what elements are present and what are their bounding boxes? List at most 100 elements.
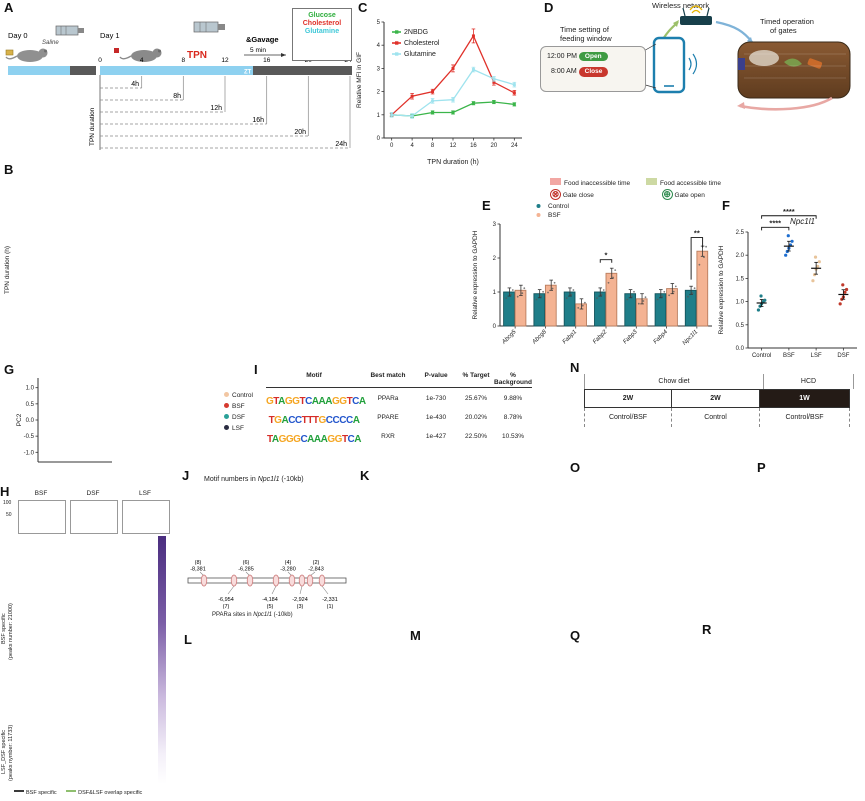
svg-text:(5): (5) (267, 604, 274, 610)
y-tick-label: 1 (493, 290, 497, 296)
sample-dot (581, 304, 584, 307)
period-cell-hcd: 1W (760, 389, 850, 408)
gene-bar (187, 577, 347, 584)
svg-text:(3): (3) (297, 604, 304, 610)
zt-label: ZT (244, 70, 252, 76)
motif-count-hbars (192, 486, 348, 556)
sample-dot (607, 281, 610, 284)
panel-g-label: G (4, 362, 15, 377)
svg-text:-4,184: -4,184 (262, 597, 278, 603)
motif-letter: A (281, 415, 289, 426)
sample-dot (614, 269, 617, 271)
five-min-label: 5 min (250, 47, 266, 54)
panel-a-canvas: Day 0 Day 1 Saline TPN &Gavage 5 min 0 4 (5, 21, 352, 150)
y-tick-label: 1.0 (736, 300, 745, 306)
x-tick-label: 4 (410, 143, 414, 149)
profile-ytick: 50 (6, 512, 12, 518)
sample-dot (577, 307, 580, 309)
sample-dot (553, 281, 556, 284)
b-ylabel: TPN duration (h) (4, 245, 11, 294)
scatter-point (790, 239, 794, 243)
motif-letter: A (320, 434, 328, 445)
bar (544, 284, 557, 327)
data-marker (471, 34, 475, 38)
schedule-legend-2: ⊗ Gate close ⊕ Gate open (550, 189, 705, 200)
svg-text:(4): (4) (285, 560, 292, 566)
scatter-point (841, 283, 845, 287)
j-title: Motif numbers in Npc1l1 (-10kb) (204, 476, 304, 483)
inaccessible-swatch (550, 178, 561, 185)
sample-dot (703, 256, 705, 259)
scatter-point (843, 290, 847, 294)
bar (624, 293, 637, 327)
motif-letter: G (285, 434, 294, 445)
panel-e-label: E (482, 198, 491, 213)
motif-letter: T (268, 415, 275, 426)
sample-dot (637, 302, 640, 305)
pca-legend: Control BSF DSF LSF (224, 390, 253, 434)
panel-b: B TPN duration (h) (0, 162, 468, 362)
x-tick-label: 20 (491, 143, 498, 149)
data-marker (451, 98, 455, 102)
motif-letter: A (311, 396, 319, 407)
bar (594, 291, 606, 327)
motif-letter: T (346, 396, 353, 407)
svg-text:-2,843: -2,843 (308, 567, 324, 573)
motif-letter: G (334, 434, 343, 445)
y-tick-label: 0.5 (26, 402, 35, 408)
y-tick-label: 0 (493, 324, 497, 330)
panel-r-label: R (702, 622, 712, 637)
legend-dot-lsf (224, 425, 229, 431)
heatmap-col-dsf: DSF (86, 490, 100, 497)
panel-i: I Motif Best match P-value % Target % Ba… (248, 362, 538, 470)
time-setting-label-1: Time setting of (560, 25, 609, 34)
panel-d: D Wireless network Time setting of feedi… (532, 0, 865, 200)
panel-m: M (406, 622, 568, 801)
x-axis-label: TPN duration (h) (427, 159, 479, 166)
sample-dot (674, 285, 677, 288)
data-marker (471, 101, 475, 105)
sig-label: **** (783, 207, 795, 216)
tpn-label: TPN (187, 50, 207, 61)
scatter-point (759, 294, 763, 298)
tpn-duration-axis-label: TPN duration (89, 107, 96, 146)
y-tick-label: 2 (377, 90, 381, 96)
feeding-schedule (532, 104, 865, 178)
scatter-point (838, 302, 842, 306)
motif-letter: G (274, 415, 282, 426)
scatter-point (785, 249, 789, 254)
motif-letter: T (266, 434, 272, 445)
svg-text:(2): (2) (313, 560, 320, 566)
motif-letter: C (345, 415, 353, 426)
diet-table: Chow diet HCD 2W 2W 1W Control/BSF Contr… (584, 374, 856, 427)
sample-dot (698, 263, 701, 266)
x-tick-label: LSF (811, 353, 822, 359)
cage-to-schedule-arrow (739, 96, 833, 111)
supplement-box: Glucose Cholesterol Glutamine (292, 8, 352, 61)
duration-label: 16h (252, 117, 264, 124)
day1-label: Day 1 (100, 31, 120, 40)
y-tick-label: 2.5 (736, 230, 745, 236)
duration-label: 4h (131, 81, 139, 88)
x-tick-label: 12 (450, 143, 457, 149)
bar (605, 272, 618, 327)
sig-label: **** (769, 218, 781, 227)
day0-dark-bar (70, 66, 96, 75)
j-caption: PPARa sites in Npc1l1 (-10kb) (212, 612, 293, 618)
pump-day1-icon (193, 21, 225, 33)
motif-letter: G (278, 434, 287, 445)
panel-i-label: I (254, 362, 258, 377)
panel-n-label: N (570, 360, 580, 375)
serum-tg-bars (568, 630, 698, 800)
y-tick-label: -0.5 (24, 434, 35, 440)
x-tick-label: Abcg8 (531, 329, 548, 346)
sample-dot (668, 294, 670, 297)
group-cell: Control (672, 408, 760, 427)
bsf-specific-line (14, 790, 24, 792)
legend-label: BSF (548, 212, 561, 219)
y-tick-label: 1 (377, 113, 381, 119)
panel-d-label: D (544, 0, 554, 15)
motif-letter: C (294, 415, 302, 426)
legend-marker (536, 204, 541, 208)
